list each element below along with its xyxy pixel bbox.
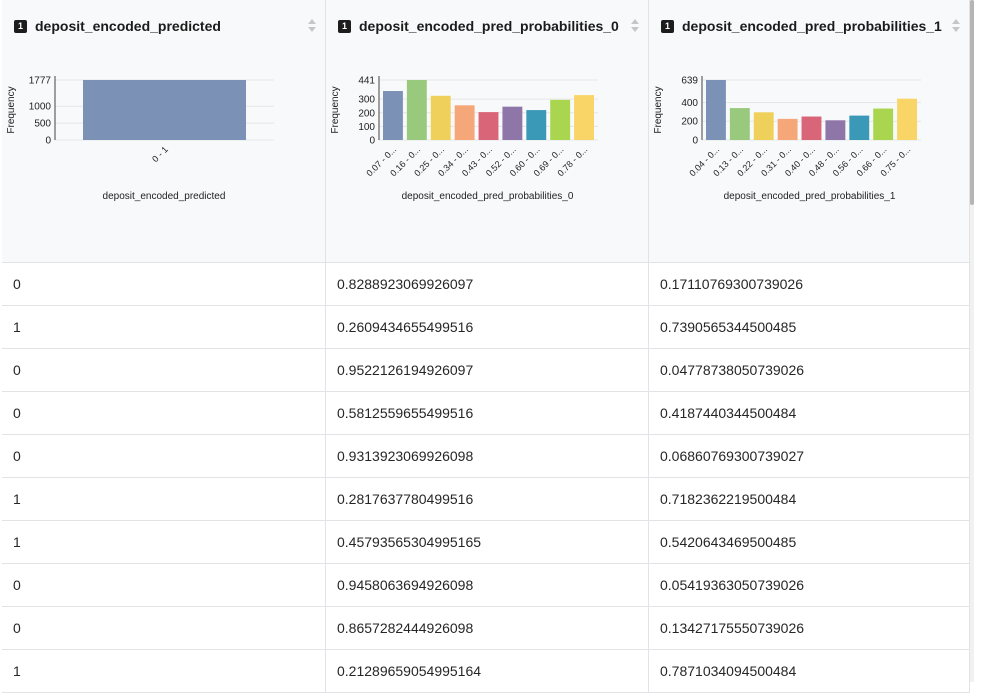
column-header-pred-probabilities-0[interactable]: 1 deposit_encoded_pred_probabilities_0 0… — [326, 0, 649, 263]
vertical-scrollbar[interactable] — [970, 0, 974, 682]
histogram-bar — [454, 105, 475, 140]
histogram-bar — [873, 108, 894, 140]
table-cell[interactable]: 0.5812559655499516 — [326, 392, 649, 435]
sort-icon[interactable] — [630, 19, 640, 33]
table-cell[interactable]: 0.7871034094500484 — [649, 650, 970, 693]
data-table: 1 deposit_encoded_predicted 0 500 1000 1777… — [2, 0, 970, 693]
table-cell[interactable]: 0.7182362219500484 — [649, 478, 970, 521]
y-tick-label: 639 — [681, 76, 698, 87]
table-cell[interactable]: 0.4187440344500484 — [649, 392, 970, 435]
table-cell[interactable]: 0.17110769300739026 — [649, 263, 970, 306]
table-row[interactable]: 0 0.8288923069926097 0.17110769300739026 — [2, 263, 970, 306]
column-title: deposit_encoded_predicted — [35, 18, 221, 34]
y-tick-label: 0 — [45, 136, 51, 147]
x-axis-label: deposit_encoded_predicted — [103, 191, 226, 202]
y-tick-label: 300 — [358, 95, 375, 106]
histogram-bar — [406, 80, 427, 140]
y-tick-label: 200 — [358, 108, 375, 119]
histogram-bar — [574, 95, 594, 140]
numeric-type-icon: 1 — [661, 19, 674, 33]
y-tick-label: 1000 — [29, 102, 52, 113]
histogram-bar — [801, 116, 822, 140]
histogram-bar — [753, 112, 774, 140]
histogram-bar — [550, 99, 571, 140]
table-body: 0 0.8288923069926097 0.17110769300739026… — [2, 263, 970, 693]
table-row[interactable]: 0 0.9522126194926097 0.04778738050739026 — [2, 349, 970, 392]
table-row[interactable]: 0 0.5812559655499516 0.4187440344500484 — [2, 392, 970, 435]
table-cell[interactable]: 0.7390565344500485 — [649, 306, 970, 349]
column-title: deposit_encoded_pred_probabilities_0 — [359, 18, 619, 34]
table-row[interactable]: 1 0.45793565304995165 0.5420643469500485 — [2, 521, 970, 564]
y-tick-label: 0 — [369, 136, 375, 147]
histogram-bar — [825, 120, 846, 140]
x-axis-label: deposit_encoded_pred_probabilities_0 — [402, 191, 574, 202]
y-tick-label: 200 — [681, 117, 698, 128]
table-cell[interactable]: 0.9313923069926098 — [326, 435, 649, 478]
y-tick-label: 1777 — [29, 76, 52, 87]
y-tick-label: 500 — [34, 119, 51, 130]
histogram-bar — [849, 115, 870, 140]
y-axis-label: Frequency — [6, 86, 17, 133]
numeric-type-icon: 1 — [338, 19, 351, 33]
x-tick-label: 0 - 1 — [150, 144, 170, 164]
histogram-bar — [502, 106, 523, 140]
table-cell[interactable]: 0 — [2, 607, 326, 650]
table-cell[interactable]: 1 — [2, 478, 326, 521]
table-cell[interactable]: 0.5420643469500485 — [649, 521, 970, 564]
table-row[interactable]: 0 0.8657282444926098 0.13427175550739026 — [2, 607, 970, 650]
column-header-deposit-encoded-predicted[interactable]: 1 deposit_encoded_predicted 0 500 1000 1777… — [2, 0, 326, 263]
histogram-bar — [526, 110, 547, 140]
sort-icon[interactable] — [307, 19, 317, 33]
column-title: deposit_encoded_pred_probabilities_1 — [682, 18, 942, 34]
table-cell[interactable]: 0.04778738050739026 — [649, 349, 970, 392]
table-row[interactable]: 1 0.21289659054995164 0.7871034094500484 — [2, 650, 970, 693]
histogram-bar — [777, 118, 798, 140]
histogram-bar — [430, 95, 451, 140]
table-cell[interactable]: 0.9522126194926097 — [326, 349, 649, 392]
scrollbar-thumb[interactable] — [970, 0, 974, 205]
table-cell[interactable]: 0.45793565304995165 — [326, 521, 649, 564]
table-cell[interactable]: 1 — [2, 650, 326, 693]
sort-icon[interactable] — [951, 19, 961, 33]
table-cell[interactable]: 1 — [2, 521, 326, 564]
table-cell[interactable]: 0.9458063694926098 — [326, 564, 649, 607]
table-row[interactable]: 1 0.2609434655499516 0.7390565344500485 — [2, 306, 970, 349]
table-row[interactable]: 0 0.9458063694926098 0.05419363050739026 — [2, 564, 970, 607]
histogram-bar — [897, 98, 917, 140]
numeric-type-icon: 1 — [14, 19, 27, 33]
table-cell[interactable]: 1 — [2, 306, 326, 349]
y-axis-label: Frequency — [653, 86, 664, 133]
y-tick-label: 400 — [681, 98, 698, 109]
histogram-bar — [706, 80, 726, 140]
column-header-pred-probabilities-1[interactable]: 1 deposit_encoded_pred_probabilities_1 0… — [649, 0, 970, 263]
table-cell[interactable]: 0 — [2, 435, 326, 478]
histogram-bar — [83, 80, 246, 140]
table-cell[interactable]: 0 — [2, 564, 326, 607]
table-cell[interactable]: 0 — [2, 263, 326, 306]
table-cell[interactable]: 0.8288923069926097 — [326, 263, 649, 306]
table-cell[interactable]: 0.8657282444926098 — [326, 607, 649, 650]
table-cell[interactable]: 0.21289659054995164 — [326, 650, 649, 693]
histogram-bar — [383, 91, 403, 140]
histogram-deposit-encoded-predicted: 0 500 1000 1777 Frequency 0 - 1 deposit_encode… — [6, 76, 274, 202]
table-cell[interactable]: 0 — [2, 392, 326, 435]
histogram-bar — [478, 112, 499, 140]
table-row[interactable]: 1 0.2817637780499516 0.7182362219500484 — [2, 478, 970, 521]
table-cell[interactable]: 0.13427175550739026 — [649, 607, 970, 650]
table-cell[interactable]: 0.05419363050739026 — [649, 564, 970, 607]
y-tick-label: 441 — [358, 76, 375, 87]
table-cell[interactable]: 0.2609434655499516 — [326, 306, 649, 349]
x-axis-label: deposit_encoded_pred_probabilities_1 — [724, 191, 896, 202]
table-cell[interactable]: 0.06860769300739027 — [649, 435, 970, 478]
histogram-bar — [729, 108, 750, 140]
table-row[interactable]: 0 0.9313923069926098 0.06860769300739027 — [2, 435, 970, 478]
table-cell[interactable]: 0.2817637780499516 — [326, 478, 649, 521]
y-axis-label: Frequency — [330, 86, 341, 133]
y-tick-label: 100 — [358, 122, 375, 133]
table-cell[interactable]: 0 — [2, 349, 326, 392]
y-tick-label: 0 — [692, 136, 698, 147]
